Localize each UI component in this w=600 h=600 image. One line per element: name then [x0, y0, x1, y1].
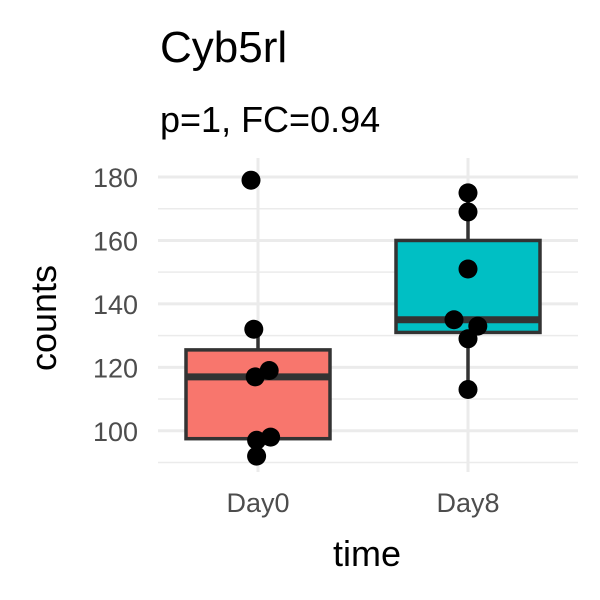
x-axis-ticks: Day0 Day8: [226, 488, 499, 518]
y-tick-label: 160: [93, 226, 138, 256]
y-axis-title: counts: [23, 265, 64, 371]
points: [241, 170, 488, 466]
data-point: [247, 430, 267, 450]
data-point: [458, 329, 478, 349]
chart-subtitle: p=1, FC=0.94: [160, 99, 380, 140]
data-point: [458, 259, 478, 279]
y-tick-label: 120: [93, 353, 138, 383]
data-point: [458, 202, 478, 222]
x-axis-title: time: [333, 533, 401, 574]
data-point: [241, 170, 261, 190]
box-day0: [184, 348, 332, 441]
y-tick-label: 180: [93, 163, 138, 193]
y-tick-label: 140: [93, 290, 138, 320]
boxes: [184, 192, 542, 457]
data-point: [244, 319, 264, 339]
y-tick-label: 100: [93, 417, 138, 447]
y-axis-ticks: 100 120 140 160 180: [93, 163, 138, 447]
data-point: [245, 367, 265, 387]
x-tick-label: Day8: [436, 488, 499, 518]
data-point: [444, 310, 464, 330]
data-point: [247, 446, 267, 466]
data-point: [458, 183, 478, 203]
data-point: [458, 380, 478, 400]
x-tick-label: Day0: [226, 488, 289, 518]
chart-title: Cyb5rl: [160, 23, 287, 72]
